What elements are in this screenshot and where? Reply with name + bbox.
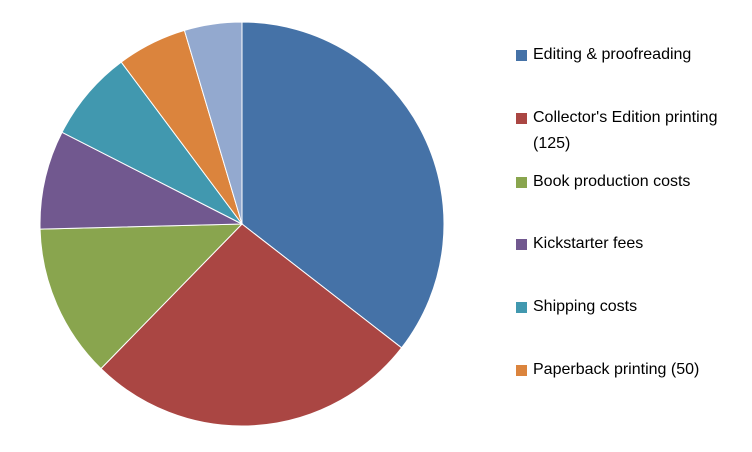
legend-item: Collector's Edition printing (125) [516, 105, 725, 157]
legend-item: Book production costs [516, 169, 725, 195]
legend-swatch [516, 239, 527, 250]
legend-label: Paperback printing (50) [533, 361, 700, 378]
legend-item: Editing & proofreading [516, 42, 725, 68]
legend-swatch [516, 302, 527, 313]
legend-swatch [516, 177, 527, 188]
pie-slice [183, 21, 243, 225]
legend-item: Paperback printing (50) [516, 357, 725, 383]
legend-item: Kickstarter fees [516, 231, 725, 257]
legend-swatch [516, 113, 527, 124]
legend-label: Editing & proofreading [533, 46, 692, 63]
pie-slice [241, 21, 445, 349]
legend-label: Kickstarter fees [533, 235, 644, 252]
legend-swatch [516, 365, 527, 376]
legend-swatch [516, 50, 527, 61]
pie-slice [39, 131, 243, 230]
legend-item: Shipping costs [516, 294, 725, 320]
legend-label: Book production costs [533, 173, 691, 190]
pie-slice [39, 223, 244, 370]
legend-label: Shipping costs [533, 298, 638, 315]
pie-slice [100, 223, 403, 427]
legend-label: Collector's Edition printing (125) [533, 109, 718, 152]
